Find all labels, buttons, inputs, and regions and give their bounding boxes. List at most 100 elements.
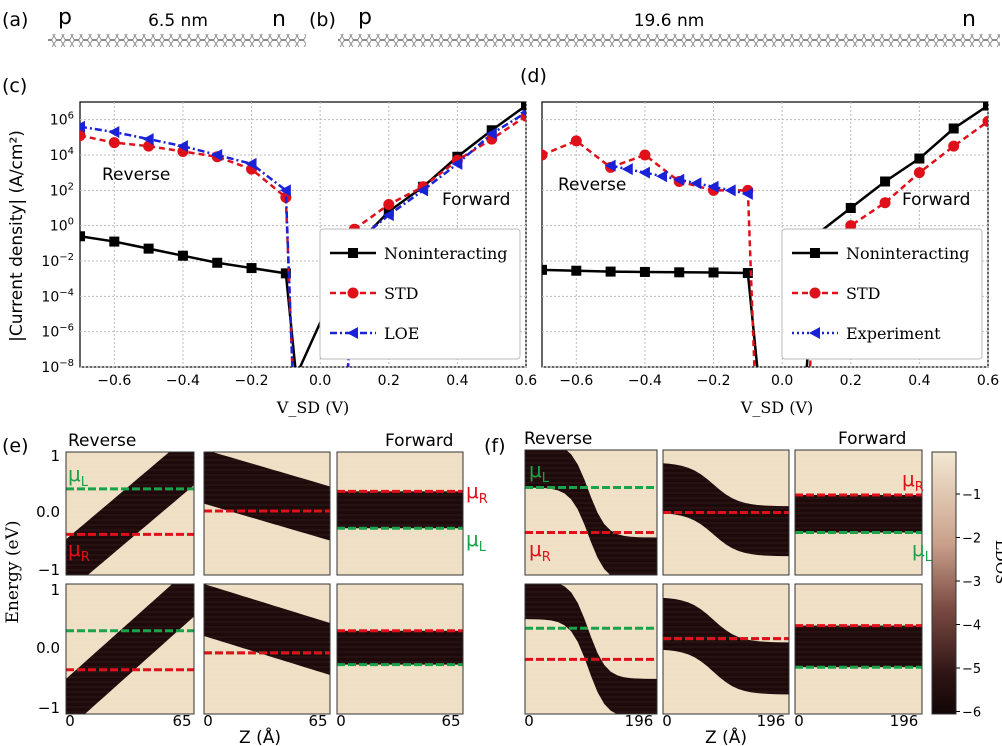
chart-c-point <box>417 184 429 197</box>
chart-c-point <box>245 157 257 170</box>
chart-d-point <box>656 170 668 183</box>
chart-d-point <box>983 102 988 111</box>
mu-right-label: μR <box>529 537 551 565</box>
chart-c-ylabel: |Current density| (A/cm²) <box>7 130 27 342</box>
chart-c-point <box>143 243 154 254</box>
ldos-f-map <box>525 584 657 714</box>
mol-a-length: 6.5 nm <box>148 11 208 31</box>
chart-d-point <box>707 180 719 193</box>
chart-c-point <box>177 250 188 261</box>
chart-d-point <box>605 266 616 277</box>
panel-f-title-reverse: Reverse <box>524 429 592 449</box>
chart-d-point <box>604 159 616 172</box>
ldos-e-x-tick-label: 0 <box>203 712 213 730</box>
chart-d-point <box>913 167 925 179</box>
panel-e-title-forward: Forward <box>385 431 453 451</box>
chart-d-x-tick-label: 0.6 <box>977 373 999 389</box>
chart-d: −0.6 −0.4 −0.2 0.0 0.2 0.4 0.6 Noninteracting ST… <box>541 101 999 389</box>
chart-d-x-tick-label: −0.2 <box>697 373 731 389</box>
mol-b-right-label: n <box>962 7 976 32</box>
ldos-e-map <box>204 584 330 714</box>
mu-right-label: μR <box>902 467 924 495</box>
mu-left-label: μL <box>529 458 550 486</box>
chart-d-legend-entry: STD <box>846 284 880 303</box>
chart-d-x-tick-label: −0.4 <box>628 373 662 389</box>
colorbar-gradient <box>931 451 957 715</box>
chart-d-xlabel: V_SD (V) <box>740 398 813 417</box>
panel-label-e: (e) <box>2 435 29 457</box>
chart-c-point <box>246 263 257 274</box>
ldos-e-map-frame <box>336 451 464 576</box>
chart-d-annotation-forward: Forward <box>902 190 970 210</box>
ldos-f-map <box>525 450 657 575</box>
chart-c-legend-entry: LOE <box>384 324 419 343</box>
chart-c-legend-entry: STD <box>384 284 418 303</box>
chart-c-xlabel: V_SD (V) <box>276 398 349 417</box>
ldos-e-y-tick-label: −1 <box>38 561 60 579</box>
mu-right-label: μR <box>68 537 90 565</box>
chart-d-point <box>570 135 582 147</box>
chart-c-point <box>280 268 291 279</box>
chart-d-point <box>639 266 650 277</box>
panel-e-ylabel: Energy (eV) <box>3 520 23 623</box>
chart-d-annotation-reverse: Reverse <box>558 175 626 195</box>
ldos-e: μL μR μR μL 1 0.0 −1 1 0.0 −1 0 65 0 65 0 65 <box>36 447 488 730</box>
mol-a-left-label: p <box>58 5 72 30</box>
colorbar-label: LDOS <box>992 540 1002 585</box>
chart-c-legend: Noninteracting STD LOE <box>319 228 521 360</box>
panel-f-xlabel: Z (Å) <box>705 726 747 746</box>
panel-label-a: (a) <box>2 9 28 31</box>
chart-d-point <box>879 197 891 209</box>
ldos-e-y-tick-label: −1 <box>38 699 60 717</box>
ldos-f-map <box>795 584 922 714</box>
mol-b-left-label: p <box>358 5 372 30</box>
chart-d-point <box>880 176 891 187</box>
chart-d-legend-entry: Noninteracting <box>846 244 970 263</box>
chart-d-point <box>948 140 960 152</box>
ldos-e-y-tick-label: 0.0 <box>36 639 60 657</box>
ldos-e-x-tick-label: 65 <box>308 712 327 730</box>
chart-c-point <box>521 102 526 111</box>
chart-d-point <box>542 264 547 275</box>
ldos-e-y-tick-label: 1 <box>50 447 60 465</box>
ldos-f-x-tick-label: 0 <box>524 712 534 730</box>
chart-c-point <box>211 149 223 161</box>
mu-left-label: μL <box>466 527 487 555</box>
ldos-f-map-frame <box>794 583 923 715</box>
chart-d-point <box>621 163 633 176</box>
chart-d-point <box>639 149 651 161</box>
chart-c-point <box>108 126 120 139</box>
chart-c-point <box>383 198 395 210</box>
chart-c-point <box>108 137 120 149</box>
ldos-e-map <box>66 452 194 575</box>
ldos-e-map-frame <box>203 583 331 715</box>
panel-f-title-forward: Forward <box>838 429 906 449</box>
chart-c-x-tick-label: 0.6 <box>515 373 537 389</box>
chart-c-series-line-0 <box>80 104 526 367</box>
colorbar-tick-label: −6 <box>962 706 981 721</box>
ldos-f-x-tick-label: 0 <box>662 712 672 730</box>
mu-right-label: μR <box>466 479 488 507</box>
chart-c-series-line-1 <box>80 115 526 367</box>
panel-label-b: (b) <box>309 9 336 31</box>
ldos-e-x-tick-label: 65 <box>441 712 460 730</box>
chart-d-x-tick-label: 0.4 <box>908 373 930 389</box>
chart-d-x-tick-label: 0.0 <box>771 373 793 389</box>
colorbar-tick-label: −3 <box>962 575 981 590</box>
chart-c-point <box>451 157 463 170</box>
chart-d-x-tick-label: 0.2 <box>840 373 862 389</box>
chart-d-legend-entry: Experiment <box>846 324 941 343</box>
panel-label-f: (f) <box>484 435 506 457</box>
ldos-f-x-tick-label: 196 <box>757 712 786 730</box>
chart-c-y-tick-label: 102 <box>50 181 74 199</box>
chart-c-y-tick-label: 100 <box>50 217 74 235</box>
chart-d-point <box>571 265 582 276</box>
ldos-f-map-frame <box>524 449 658 576</box>
chart-c-annotation-reverse: Reverse <box>102 165 170 185</box>
mol-b-length: 19.6 nm <box>634 11 705 31</box>
mu-left-label: μL <box>68 462 89 490</box>
chart-c: −0.6 −0.4 −0.2 0.0 0.2 0.4 0.6 10−8 10−6 10−4 10−2… <box>41 101 537 389</box>
colorbar-tick-label: −2 <box>962 532 981 547</box>
chart-c-y-tick-label: 10−6 <box>41 323 74 341</box>
ldos-f-map-frame <box>524 583 658 715</box>
